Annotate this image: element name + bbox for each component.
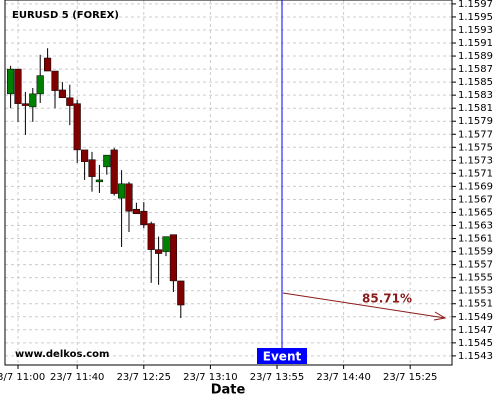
y-tick-label: 1.1545 <box>458 338 493 349</box>
forecast-arrow <box>282 292 446 319</box>
candle-body <box>51 70 59 91</box>
y-tick-label: 1.1549 <box>458 312 493 323</box>
candle-body <box>155 249 163 254</box>
y-tick-label: 1.1583 <box>458 90 493 101</box>
y-tick-label: 1.1543 <box>458 351 493 362</box>
y-tick-label: 1.1571 <box>458 168 493 179</box>
y-tick-label: 1.1557 <box>458 260 493 271</box>
candles <box>7 48 185 319</box>
candle-body <box>140 210 148 226</box>
y-tick-label: 1.1547 <box>458 325 493 336</box>
y-tick-label: 1.1553 <box>458 286 493 297</box>
candle-body <box>118 183 126 199</box>
candle-body <box>177 280 185 306</box>
candle-body <box>81 149 89 162</box>
x-tick-label: 23/7 11:00 <box>0 372 45 383</box>
y-tick-label: 1.1561 <box>458 234 493 245</box>
y-tick-label: 1.1589 <box>458 51 493 62</box>
x-tick-label: 23/7 12:25 <box>117 372 171 383</box>
candle-body <box>66 97 74 106</box>
candle-body <box>147 223 155 250</box>
y-tick-label: 1.1577 <box>458 129 493 140</box>
candle-body <box>58 89 66 99</box>
forecast-label: 85.71% <box>362 292 412 306</box>
x-tick-label: 23/7 11:40 <box>50 372 104 383</box>
y-tick-label: 1.1563 <box>458 221 493 232</box>
x-tick-label: 23/7 14:40 <box>316 372 370 383</box>
y-tick-label: 1.1585 <box>458 77 493 88</box>
candle-body <box>169 234 177 282</box>
y-tick-label: 1.1595 <box>458 12 493 23</box>
y-tick-label: 1.1567 <box>458 194 493 205</box>
event-label: Event <box>263 350 302 364</box>
y-tick-label: 1.1581 <box>458 103 493 114</box>
y-tick-label: 1.1555 <box>458 273 493 284</box>
chart-title: EURUSD 5 (FOREX) <box>12 10 119 21</box>
x-axis-label: Date <box>211 383 246 398</box>
y-tick-label: 1.1569 <box>458 181 493 192</box>
candle-body <box>95 179 103 183</box>
watermark: www.delkos.com <box>15 349 109 360</box>
x-tick-label: 23/7 13:10 <box>183 372 237 383</box>
plot-frame <box>4 0 453 366</box>
grid <box>5 0 452 365</box>
candle-body <box>110 149 118 194</box>
y-tick-label: 1.1587 <box>458 64 493 75</box>
candle-body <box>14 68 22 104</box>
y-tick-label: 1.1579 <box>458 116 493 127</box>
candle-body <box>44 57 52 72</box>
x-tick-label: 23/7 15:25 <box>383 372 437 383</box>
y-tick-label: 1.1573 <box>458 155 493 166</box>
candle-body <box>21 103 29 106</box>
y-tick-label: 1.1551 <box>458 299 493 310</box>
candle-body <box>162 236 170 252</box>
candle-body <box>132 208 140 215</box>
y-tick-label: 1.1597 <box>458 0 493 10</box>
y-tick-label: 1.1593 <box>458 25 493 36</box>
candle-body <box>88 159 96 177</box>
event-box <box>257 348 307 364</box>
y-tick-label: 1.1575 <box>458 142 493 153</box>
candle-body <box>7 68 15 95</box>
candle-body <box>73 103 81 151</box>
x-tick-label: 23/7 13:55 <box>250 372 304 383</box>
y-tick-label: 1.1565 <box>458 207 493 218</box>
forecast-arrowhead <box>433 311 447 321</box>
y-tick-label: 1.1591 <box>458 38 493 49</box>
candle-body <box>103 154 111 168</box>
candle-body <box>36 75 44 95</box>
candle-body <box>29 93 37 108</box>
candle-body <box>125 183 133 212</box>
y-tick-label: 1.1559 <box>458 247 493 258</box>
